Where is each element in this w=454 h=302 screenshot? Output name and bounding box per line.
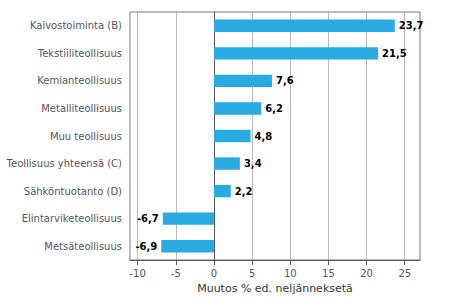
- svg-text:Muu teollisuus: Muu teollisuus: [50, 131, 122, 142]
- svg-text:21,5: 21,5: [382, 48, 407, 59]
- svg-text:2,2: 2,2: [235, 186, 253, 197]
- svg-text:3,4: 3,4: [244, 158, 262, 169]
- svg-text:Kemianteollisuus: Kemianteollisuus: [37, 75, 122, 86]
- svg-text:20: 20: [360, 268, 373, 279]
- svg-text:Sähköntuotanto (D): Sähköntuotanto (D): [24, 186, 122, 197]
- svg-text:4,8: 4,8: [255, 131, 273, 142]
- svg-text:6,2: 6,2: [265, 103, 283, 114]
- svg-text:23,7: 23,7: [399, 20, 424, 31]
- svg-text:-6,9: -6,9: [135, 241, 157, 252]
- svg-text:Tekstiiliteollisuus: Tekstiiliteollisuus: [37, 48, 122, 59]
- svg-text:Muutos % ed. neljänneksetä: Muutos % ed. neljänneksetä: [197, 282, 353, 295]
- svg-text:Metsäteollisuus: Metsäteollisuus: [44, 241, 122, 252]
- svg-text:5: 5: [249, 268, 255, 279]
- svg-text:Metalliteollisuus: Metalliteollisuus: [41, 103, 122, 114]
- svg-text:Elintarviketeollisuus: Elintarviketeollisuus: [22, 213, 122, 224]
- svg-text:-6,7: -6,7: [137, 213, 159, 224]
- svg-text:25: 25: [398, 268, 411, 279]
- svg-text:15: 15: [322, 268, 335, 279]
- svg-text:-10: -10: [129, 268, 145, 279]
- svg-text:7,6: 7,6: [276, 75, 294, 86]
- svg-text:Teollisuus yhteensä (C): Teollisuus yhteensä (C): [6, 158, 123, 169]
- svg-text:Kaivostoiminta (B): Kaivostoiminta (B): [30, 20, 122, 31]
- svg-text:10: 10: [284, 268, 297, 279]
- svg-text:0: 0: [211, 268, 217, 279]
- svg-text:-5: -5: [171, 268, 181, 279]
